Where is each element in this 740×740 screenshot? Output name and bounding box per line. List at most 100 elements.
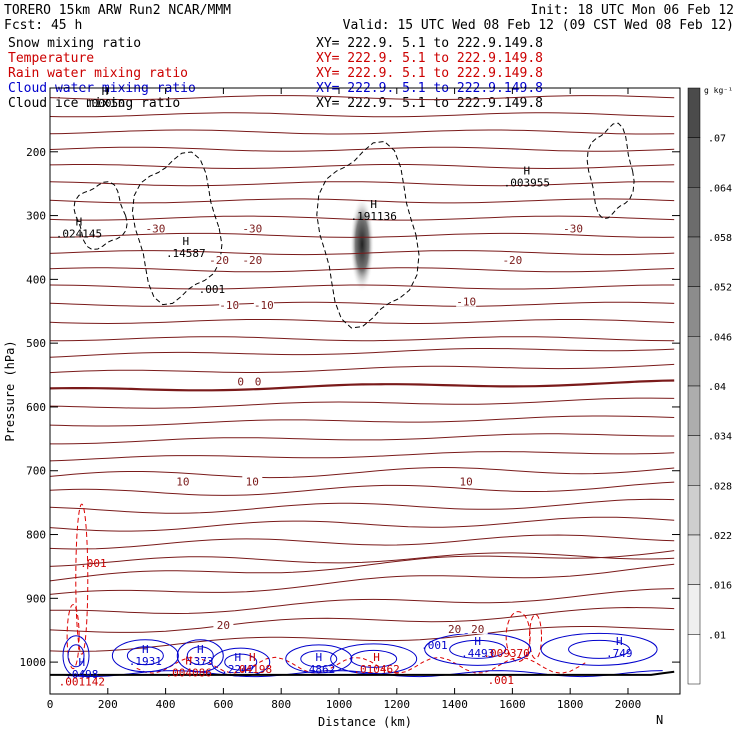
isotherm bbox=[49, 348, 675, 358]
isotherm bbox=[49, 588, 675, 615]
extremum-label: .2242 bbox=[221, 663, 254, 676]
cloud-water-contour bbox=[300, 650, 338, 668]
x-tick-label: 600 bbox=[213, 698, 233, 711]
max-marker: H bbox=[616, 635, 623, 648]
y-tick-label: 400 bbox=[26, 273, 46, 286]
extremum-label: .009370 bbox=[483, 647, 529, 660]
isotherm bbox=[49, 466, 675, 479]
extremum-label: .001 bbox=[199, 283, 226, 296]
extremum-label: .373 bbox=[187, 655, 214, 668]
field-xy: XY= 222.9. 5.1 to 222.9.149.8 bbox=[316, 36, 543, 51]
x-tick-label: 200 bbox=[98, 698, 118, 711]
field-label: Rain water mixing ratio bbox=[8, 66, 188, 81]
isotherm bbox=[49, 129, 675, 135]
colorbar-label: .052 bbox=[708, 283, 732, 294]
y-tick-label: 200 bbox=[26, 146, 46, 159]
temperature-label: 10 bbox=[246, 476, 259, 489]
extremum-label: .04198 bbox=[232, 663, 272, 676]
isotherm bbox=[49, 250, 675, 256]
temperature-label: -20 bbox=[209, 254, 229, 267]
field-label: Temperature bbox=[8, 51, 94, 66]
max-marker: H bbox=[78, 656, 85, 669]
temperature-label: -10 bbox=[456, 296, 476, 309]
colorbar-swatch bbox=[687, 87, 701, 138]
isotherm bbox=[49, 451, 675, 462]
x-tick-label: 1200 bbox=[384, 698, 411, 711]
cloud-ice-contour bbox=[316, 140, 420, 329]
isotherm bbox=[50, 433, 675, 445]
colorbar-label: .016 bbox=[708, 581, 732, 592]
max-marker: H bbox=[197, 643, 204, 656]
max-marker: H bbox=[185, 655, 192, 668]
temperature-label: 10 bbox=[176, 476, 189, 489]
isotherm bbox=[49, 550, 675, 582]
cloud-water-contour bbox=[67, 644, 85, 668]
valid-time: Valid: 15 UTC Wed 08 Feb 12 (09 CST Wed … bbox=[343, 18, 734, 33]
temperature-label: -20 bbox=[502, 254, 522, 267]
colorbar-label: .058 bbox=[708, 233, 732, 244]
rain-water-contour bbox=[529, 614, 543, 660]
extremum-label: .0498 bbox=[65, 668, 98, 681]
colorbar-label: .046 bbox=[708, 332, 732, 343]
colorbar-swatch bbox=[687, 137, 701, 188]
colorbar: .01 .016 .022 .028 .034 .04 .046 .052 .058 .064 .0… bbox=[687, 86, 733, 685]
x-tick-label: 2000 bbox=[615, 698, 642, 711]
isotherm bbox=[49, 516, 675, 532]
colorbar-label: .028 bbox=[708, 481, 732, 492]
y-tick-label: 600 bbox=[26, 401, 46, 414]
isotherm bbox=[49, 379, 675, 392]
temperature-label: 10 bbox=[460, 476, 473, 489]
isotherm bbox=[49, 498, 675, 514]
max-marker: H bbox=[315, 651, 322, 664]
cloud-water-contour bbox=[540, 632, 658, 666]
isotherm bbox=[49, 481, 675, 496]
colorbar-label: .022 bbox=[708, 531, 732, 542]
cloud-ice-contour bbox=[586, 122, 635, 220]
extremum-label: .024145 bbox=[56, 228, 102, 241]
header-title: TORERO 15km ARW Run2 NCAR/MMM bbox=[4, 3, 231, 18]
y-tick-label: 300 bbox=[26, 210, 46, 223]
x-axis-label: Distance (km) bbox=[318, 715, 412, 729]
isotherm bbox=[49, 319, 675, 325]
extremum-label: .001 bbox=[421, 639, 448, 652]
colorbar-swatch bbox=[687, 286, 701, 337]
extremum-label: .001142 bbox=[59, 676, 105, 689]
terrain-line bbox=[50, 670, 675, 676]
cloud-water-contour bbox=[126, 646, 164, 666]
max-marker: H bbox=[474, 635, 481, 648]
isotherm bbox=[49, 415, 675, 427]
north-label: N bbox=[656, 713, 663, 727]
colorbar-label: .04 bbox=[708, 382, 726, 393]
extremum-label: .14587 bbox=[166, 247, 206, 260]
extremum-label: .4493 bbox=[461, 647, 494, 660]
max-marker: H bbox=[235, 651, 242, 664]
cloud-water-contour bbox=[186, 646, 214, 666]
field-xy: XY= 222.9. 5.1 to 222.9.149.8 bbox=[316, 66, 543, 81]
isotherm bbox=[49, 563, 675, 595]
colorbar-swatch bbox=[687, 485, 701, 536]
plot-frame bbox=[49, 87, 681, 695]
colorbar-label: .07 bbox=[708, 134, 726, 145]
colorbar-label: .01 bbox=[708, 630, 726, 641]
colorbar-swatch bbox=[687, 236, 701, 287]
temperature-label: -10 bbox=[219, 299, 239, 312]
cloud-water-contour bbox=[224, 653, 258, 671]
isotherm bbox=[49, 606, 675, 633]
temperature-label: -30 bbox=[146, 222, 166, 235]
extremum-label: .004086 bbox=[166, 667, 212, 680]
rain-water-contour bbox=[136, 656, 588, 674]
max-marker: H bbox=[370, 198, 377, 211]
max-marker: H bbox=[142, 643, 149, 656]
isotherm bbox=[49, 146, 675, 152]
x-tick-label: 1400 bbox=[441, 698, 468, 711]
isotherm bbox=[49, 301, 675, 307]
temperature-label: 20 bbox=[217, 619, 230, 632]
rain-water-contour bbox=[75, 503, 89, 655]
isotherm bbox=[49, 215, 675, 221]
temperature-label: 20 bbox=[448, 623, 461, 636]
x-tick-label: 1000 bbox=[326, 698, 353, 711]
extremum-label: .00050 bbox=[85, 97, 125, 110]
cloud-ice-contour bbox=[73, 181, 128, 251]
isotherm bbox=[49, 112, 675, 118]
temperature-label: -30 bbox=[563, 222, 583, 235]
